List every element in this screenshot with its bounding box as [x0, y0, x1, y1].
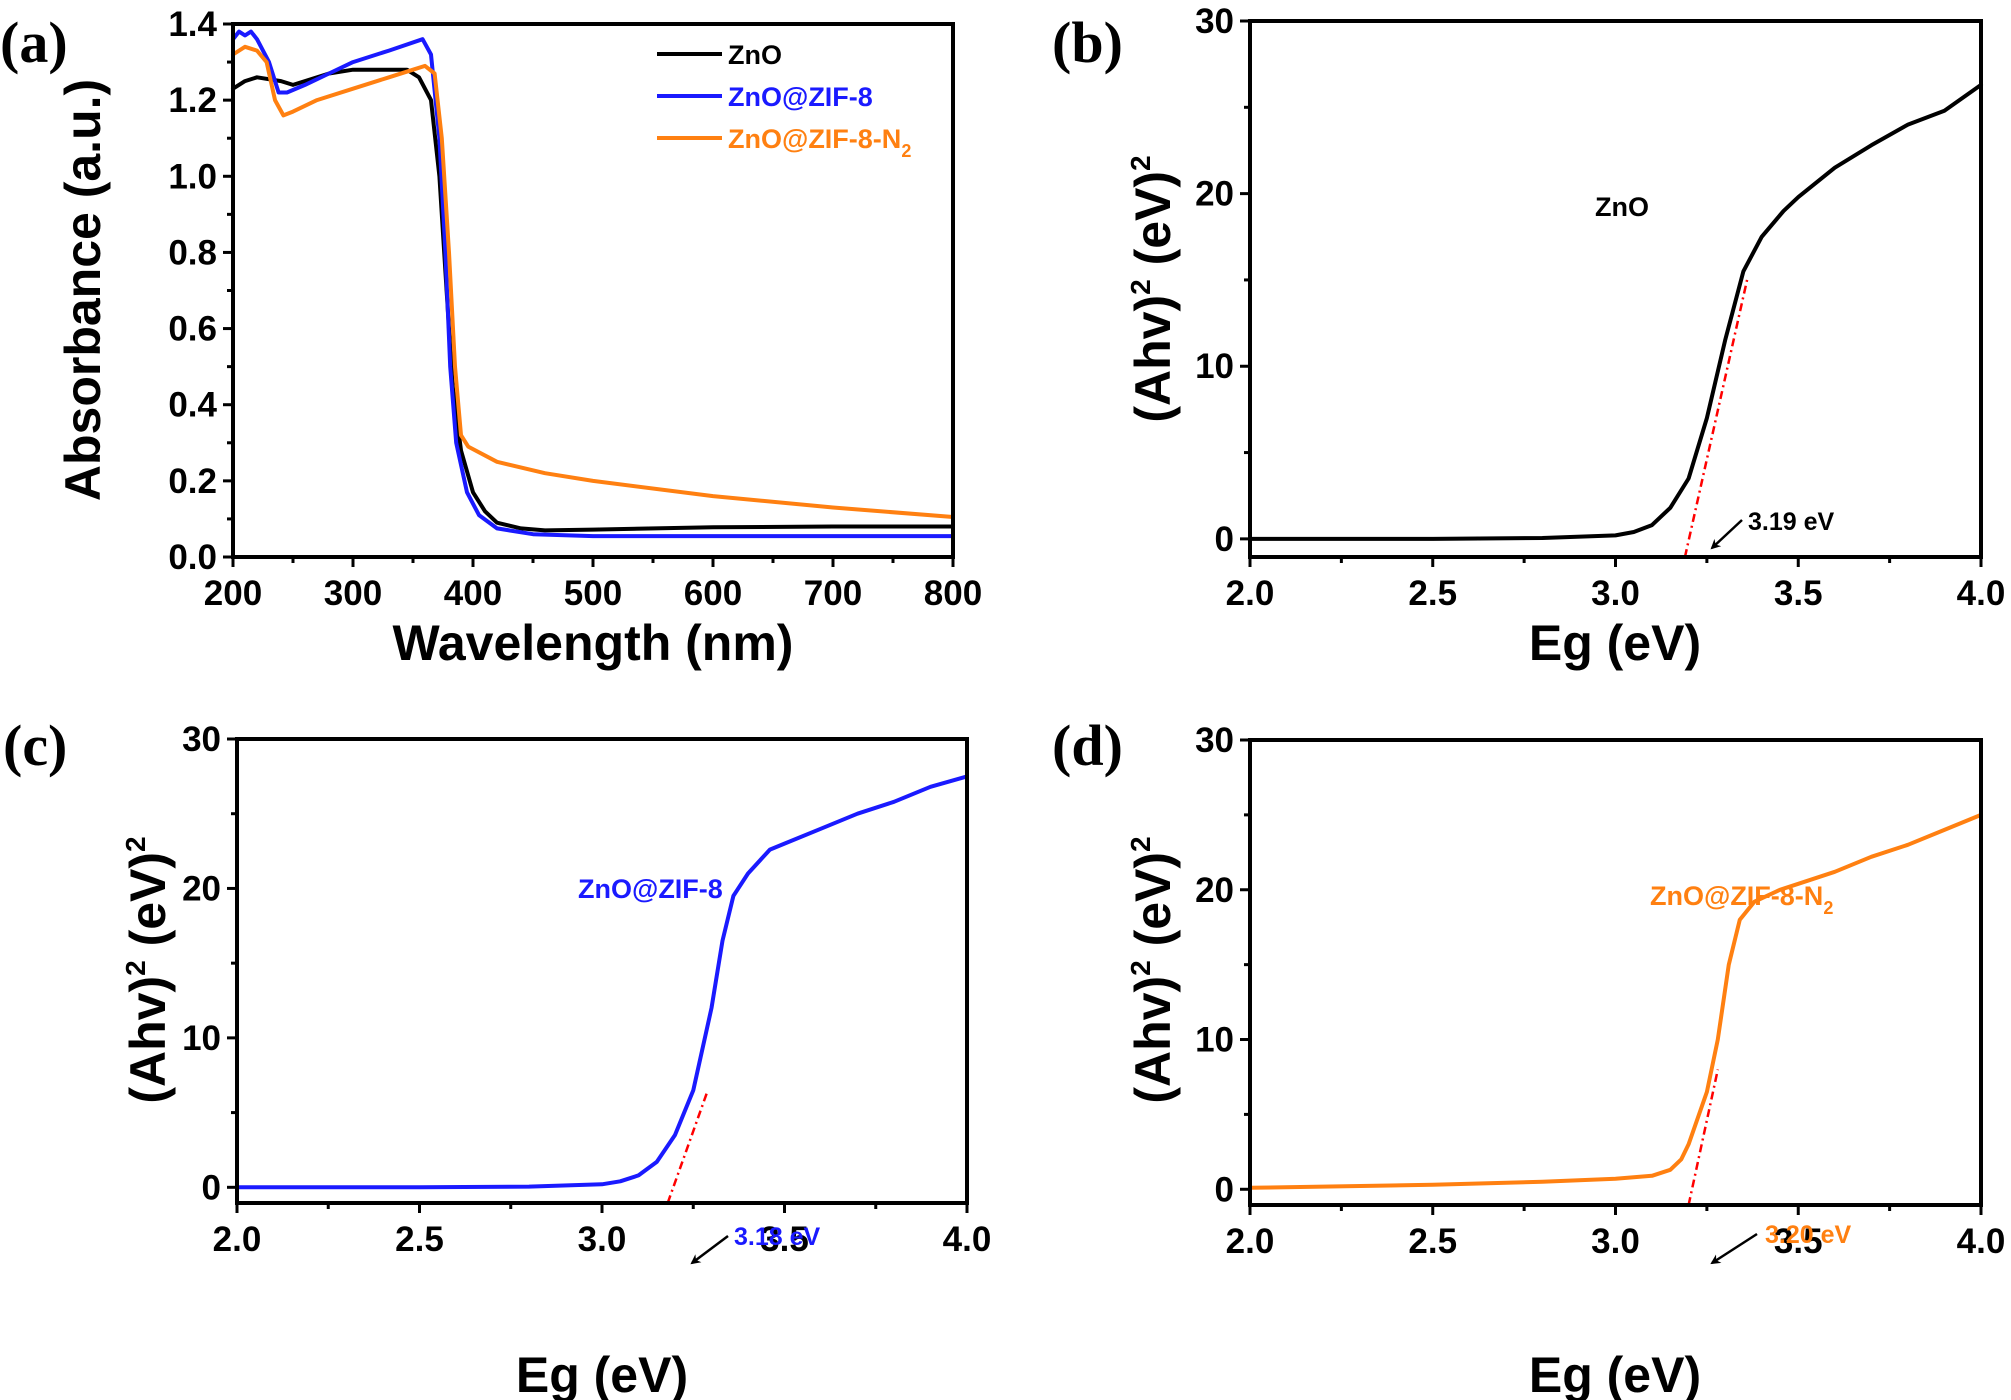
- y-axis-title-part: (Ahv): [1125, 295, 1181, 423]
- y-axis-title-part: (eV): [1125, 852, 1181, 960]
- y-tick-label: 0.8: [168, 233, 217, 272]
- sample-label: ZnO@ZIF-8: [578, 874, 723, 904]
- y-tick-label: 10: [182, 1019, 221, 1058]
- x-tick-label: 2.5: [1408, 1222, 1457, 1261]
- y-tick-label: 20: [182, 869, 221, 908]
- panel-label-d: (d): [1052, 713, 1123, 778]
- y-axis-title-part: (eV): [120, 852, 176, 960]
- panel-a: (a) 200 300 400 500 600 700 800 0.0 0.2 0.4 0.6 0.8 1…: [0, 5, 982, 671]
- x-tick-label: 3.5: [1774, 1222, 1823, 1261]
- y-tick-label: 20: [1195, 175, 1234, 214]
- panel-label-c: (c): [3, 713, 67, 778]
- y-tick-label: 10: [1195, 347, 1234, 386]
- legend-label: ZnO: [728, 40, 782, 70]
- x-tick-label: 3.0: [1591, 574, 1640, 613]
- x-axis-title: Eg (eV): [1529, 1347, 1701, 1400]
- band-gap-annotation: 3.20 eV: [1765, 1221, 1852, 1249]
- legend-label: ZnO@ZIF-8: [728, 82, 873, 112]
- x-tick-label: 2.5: [395, 1220, 444, 1259]
- tangent-line: [1683, 279, 1749, 558]
- y-tick-label: 0: [1215, 520, 1234, 559]
- y-axis-title: (Ahv)2 (eV)2: [1125, 155, 1181, 422]
- y-axis-title-superscript: 2: [120, 960, 151, 976]
- band-gap-annotation: 3.18 eV: [734, 1223, 821, 1251]
- x-tick-label: 400: [444, 574, 502, 613]
- series-line-zno-zif-8-n2: [1248, 812, 1983, 1190]
- plot-frame: [1248, 738, 1983, 1207]
- panel-label-a: (a): [0, 10, 68, 75]
- x-tick-label: 4.0: [943, 1220, 992, 1259]
- x-axis-title: Eg (eV): [516, 1347, 688, 1400]
- y-tick-label: 20: [1195, 871, 1234, 910]
- y-axis-title-superscript: 2: [120, 836, 151, 852]
- x-tick-label: 2.0: [213, 1220, 262, 1259]
- x-tick-label: 600: [684, 574, 742, 613]
- y-axis-title-superscript: 2: [1125, 155, 1156, 171]
- y-tick-label: 0.2: [168, 462, 217, 501]
- series-line-zno-zif-8: [231, 29, 955, 539]
- x-tick-label: 2.0: [1226, 1222, 1275, 1261]
- band-gap-annotation: 3.19 eV: [1748, 508, 1835, 536]
- x-tick-label: 500: [564, 574, 622, 613]
- arrow-icon: [690, 1235, 729, 1265]
- y-axis-title: (Ahv)2 (eV)2: [1125, 836, 1181, 1103]
- legend-label: ZnO@ZIF-8-N2: [728, 124, 911, 161]
- y-tick-label: 10: [1195, 1021, 1234, 1060]
- y-tick-label: 0: [1215, 1170, 1234, 1209]
- y-axis-title: (Ahv)2 (eV)2: [120, 836, 176, 1103]
- y-tick-label: 1.2: [168, 81, 217, 120]
- x-tick-label: 3.0: [1591, 1222, 1640, 1261]
- y-axis-title-part: (eV): [1125, 171, 1181, 279]
- arrow-icon: [1710, 519, 1743, 550]
- y-axis-title: Absorbance (a.u.): [55, 79, 111, 501]
- y-tick-label: 1.0: [168, 157, 217, 196]
- panel-label-b: (b): [1052, 10, 1123, 75]
- y-axis-title-superscript: 2: [1125, 960, 1156, 976]
- tangent-line: [666, 1089, 710, 1204]
- x-tick-label: 200: [204, 574, 262, 613]
- y-axis-title-superscript: 2: [1125, 836, 1156, 852]
- plot-frame: [1248, 19, 1983, 559]
- series-line-zno-zif-8-n2: [231, 44, 955, 519]
- y-axis-title-superscript: 2: [1125, 279, 1156, 295]
- x-tick-label: 300: [324, 574, 382, 613]
- x-tick-label: 2.0: [1226, 574, 1275, 613]
- x-axis-title: Wavelength (nm): [393, 615, 794, 671]
- x-tick-label: 3.0: [578, 1220, 627, 1259]
- y-axis-title-part: (Ahv): [120, 976, 176, 1104]
- sample-label: ZnO: [1595, 192, 1649, 222]
- y-axis-title-part: (Ahv): [1125, 976, 1181, 1104]
- x-tick-label: 3.5: [1774, 574, 1823, 613]
- x-tick-label: 4.0: [1957, 1222, 2006, 1261]
- tangent-line: [1687, 1069, 1720, 1206]
- x-tick-label: 2.5: [1408, 574, 1457, 613]
- y-tick-label: 30: [1195, 721, 1234, 760]
- y-tick-label: 1.4: [168, 5, 217, 44]
- arrow-icon: [1710, 1232, 1758, 1265]
- series-line-zno-zif-8: [235, 774, 969, 1190]
- x-tick-label: 800: [924, 574, 982, 613]
- y-tick-label: 0.6: [168, 310, 217, 349]
- y-tick-label: 0: [202, 1168, 221, 1207]
- series-line-zno: [1248, 82, 1983, 541]
- plot-frame: [235, 737, 969, 1205]
- sample-label: ZnO@ZIF-8-N2: [1650, 881, 1833, 918]
- x-axis-title: Eg (eV): [1529, 615, 1701, 671]
- y-tick-label: 0.4: [168, 386, 217, 425]
- y-tick-label: 0.0: [168, 538, 217, 577]
- x-tick-label: 4.0: [1957, 574, 2006, 613]
- x-tick-label: 3.5: [760, 1220, 809, 1259]
- y-tick-label: 30: [182, 720, 221, 759]
- x-tick-label: 700: [804, 574, 862, 613]
- y-tick-label: 30: [1195, 2, 1234, 41]
